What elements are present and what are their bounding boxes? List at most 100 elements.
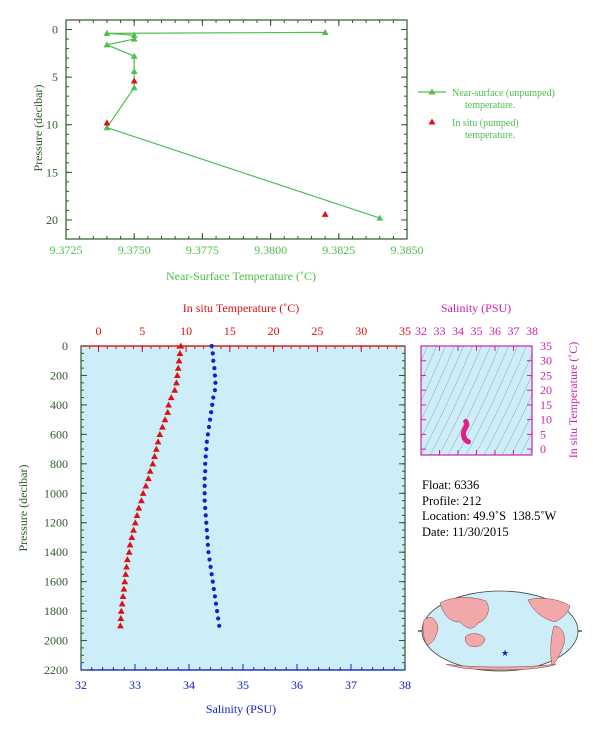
ts-xtick-label: 33 (434, 324, 446, 338)
temperature-profile-point (152, 445, 160, 452)
temperature-profile-point (177, 342, 185, 349)
salinity-xtick-label: 32 (75, 678, 87, 692)
profile-plot-background (81, 346, 405, 670)
temperature-xtick-label: 15 (224, 324, 236, 338)
salinity-xtick-label: 33 (129, 678, 141, 692)
temperature-profile-point (171, 386, 179, 393)
near-surface-plot-frame (65, 19, 408, 240)
float-row: Float: 6336 (422, 478, 556, 494)
location-row: Location: 49.9˚S 138.5˚W (422, 509, 556, 525)
profile-value: 212 (462, 493, 482, 508)
near-surface-series (103, 28, 384, 221)
density-contour-line (447, 346, 500, 455)
near-surface-ytick-label: 0 (52, 23, 58, 37)
legend-pumped-text: In situ (pumped) (452, 118, 519, 129)
ts-ytick-label: 20 (540, 383, 552, 397)
ts-ytick-label: 5 (540, 427, 546, 441)
map-land-africa (422, 617, 439, 645)
ts-ytick-label: 30 (540, 354, 552, 368)
temperature-profile-point (117, 607, 125, 614)
pressure-ytick-label: 2200 (44, 663, 68, 677)
pumped-temperature-point (103, 119, 111, 126)
salinity-profile-point (202, 476, 207, 481)
ts-plot-background (421, 346, 532, 455)
salinity-profile-point (210, 402, 215, 408)
density-contour-line (474, 346, 527, 455)
temperature-profile-point (156, 430, 164, 437)
location-label: Location: (422, 509, 470, 523)
map-land-asia (439, 597, 489, 629)
near-surface-ylabel: Pressure (decibar) (31, 85, 45, 172)
temperature-profile-point (128, 534, 136, 541)
salinity-profile-point (208, 564, 213, 570)
temperature-profile-point (117, 622, 124, 629)
temperature-profile-point (125, 548, 133, 555)
unpumped-temperature-line (104, 31, 380, 219)
density-contour-line (483, 353, 532, 455)
salinity-xtick-label: 36 (291, 678, 303, 692)
salinity-profile-point (210, 579, 215, 584)
salinity-profile-point (203, 469, 208, 474)
ts-ylabel: In situ Temperature (˚C) (566, 342, 580, 459)
pressure-ytick-label: 1000 (44, 486, 68, 500)
salinity-profile-point (212, 373, 218, 378)
near-surface-xlabel: Near-Surface Temperature (˚C) (166, 269, 316, 283)
salinity-profile-point (203, 513, 208, 518)
salinity-profile-point (204, 446, 209, 452)
float-label: Float: (422, 478, 452, 492)
pumped-temperature-point (130, 77, 138, 84)
ts-xtick-label: 35 (471, 324, 483, 338)
salinity-profile-point (209, 572, 214, 577)
near-surface-legend: Near-surface (unpumped) temperature. In … (418, 88, 555, 141)
salinity-profile-point (211, 395, 216, 400)
unpumped-temperature-point (103, 29, 111, 36)
density-contour-line (528, 448, 532, 455)
near-surface-xtick-label: 9.3750 (118, 243, 151, 257)
temperature-profile-point (176, 349, 184, 356)
temperature-profile-point (123, 563, 130, 570)
near-surface-xtick-label: 9.3825 (322, 243, 355, 257)
ts-series (460, 418, 471, 445)
salinity-profile-point (211, 586, 216, 592)
float-value: 6336 (454, 478, 480, 492)
ts-ytick-label: 35 (540, 339, 552, 353)
temperature-profile-point (135, 504, 143, 511)
temperature-xtick-label: 20 (268, 324, 280, 338)
pumped-temperature-point (321, 210, 329, 217)
temperature-profile-point (130, 526, 137, 533)
density-contour-line (438, 346, 491, 455)
date-label: Date: (422, 524, 450, 539)
location-value: 49.9˚S 138.5˚W (473, 509, 557, 523)
legend-pumped-label: In situ (pumped) temperature. (452, 118, 521, 141)
temperature-profile-point (159, 423, 166, 430)
profile-top-xlabel: In situ Temperature (˚C) (183, 301, 300, 315)
profile-series (117, 342, 222, 629)
salinity-profile-point (209, 343, 214, 349)
profile-chart: 0 5 10 15 20 25 30 35 32 33 34 35 36 37 38 0 200 400 600 80… (16, 301, 411, 716)
unpumped-temperature-point (103, 124, 111, 131)
salinity-profile-point (209, 410, 214, 415)
salinity-profile-point (213, 380, 218, 385)
salinity-profile-point (211, 358, 216, 363)
near-surface-xtick-label: 9.3850 (391, 243, 424, 257)
salinity-profile-point (203, 461, 208, 466)
salinity-profile-point (202, 491, 207, 496)
temperature-profile-point (121, 578, 129, 585)
density-contour-line (421, 346, 473, 455)
ts-xtick-label: 34 (452, 324, 464, 338)
density-contour-line (510, 413, 532, 455)
density-contour-line (519, 431, 532, 455)
unpumped-temperature-point (321, 28, 329, 35)
legend-pumped-marker (428, 118, 436, 125)
ts-ytick-label: 15 (540, 398, 552, 412)
pressure-ytick-label: 1200 (44, 516, 68, 530)
unpumped-temperature-point (103, 41, 111, 48)
legend-unpumped-text-2: temperature. (465, 100, 515, 111)
near-surface-ytick-label: 20 (46, 213, 58, 227)
temperature-profile-point (118, 600, 126, 607)
salinity-profile-point (210, 351, 215, 356)
salinity-profile-point (206, 550, 211, 555)
ts-xtick-label: 32 (415, 324, 427, 338)
temperature-profile-point (139, 489, 147, 496)
temperature-profile-point (133, 511, 141, 518)
